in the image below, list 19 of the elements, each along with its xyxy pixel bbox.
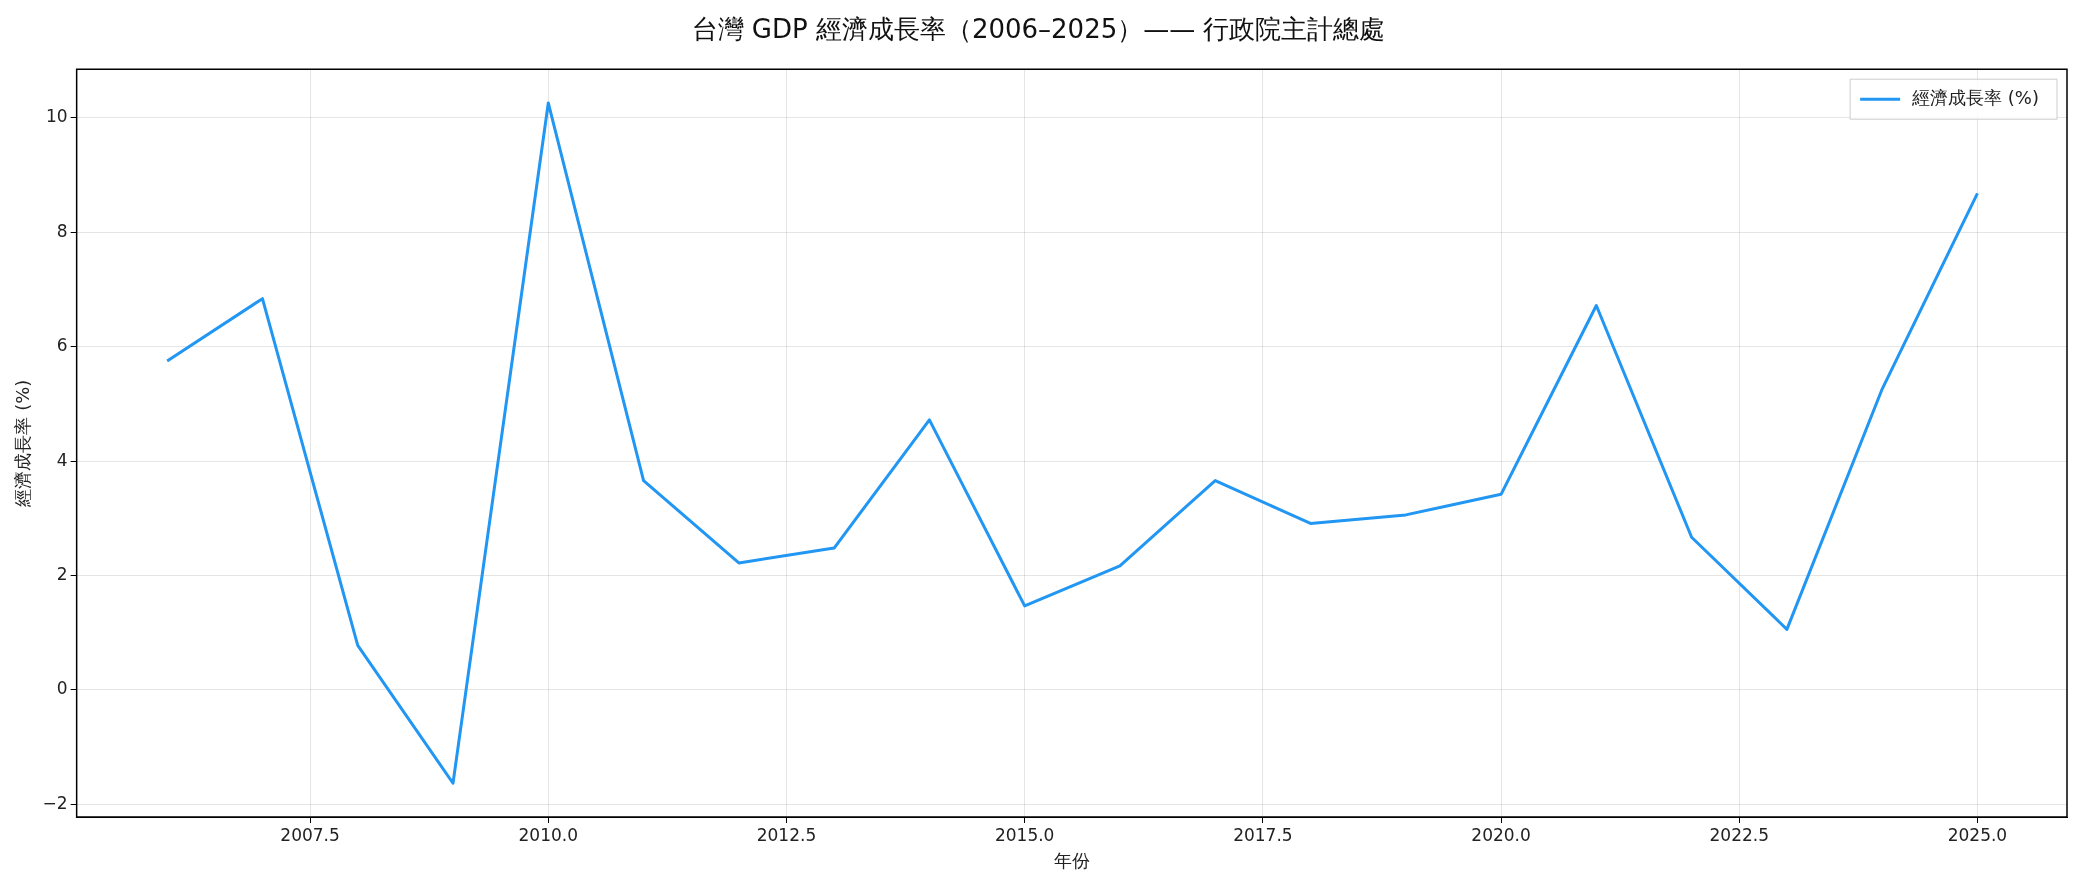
x-tick-label: 2010.0 (518, 824, 579, 845)
y-tick-label: 4 (56, 449, 68, 470)
x-tick-label: 2007.5 (280, 824, 340, 845)
x-axis-title: 年份 (1053, 849, 1090, 871)
x-tick-label: 2015.0 (994, 824, 1055, 845)
x-tick-label: 2022.5 (1709, 824, 1769, 845)
y-axis-title: 經濟成長率 (%) (12, 379, 34, 508)
x-tick-label: 2025.0 (1947, 824, 2008, 845)
y-tick-label: 8 (56, 220, 68, 241)
chart-title: 台灣 GDP 經濟成長率（2006–2025）—— 行政院主計總處 (691, 14, 1386, 45)
y-tick-label: 2 (56, 563, 68, 584)
x-tick-label: 2012.5 (756, 824, 817, 845)
y-tick-label: 6 (56, 335, 68, 356)
legend-label: 經濟成長率 (%) (1911, 86, 2039, 108)
y-tick-label: 0 (56, 678, 68, 699)
x-tick-label: 2017.5 (1233, 824, 1293, 845)
y-tick-label: 10 (46, 106, 68, 127)
x-tick-label: 2020.0 (1471, 824, 1531, 845)
y-tick-label: −2 (42, 792, 68, 813)
